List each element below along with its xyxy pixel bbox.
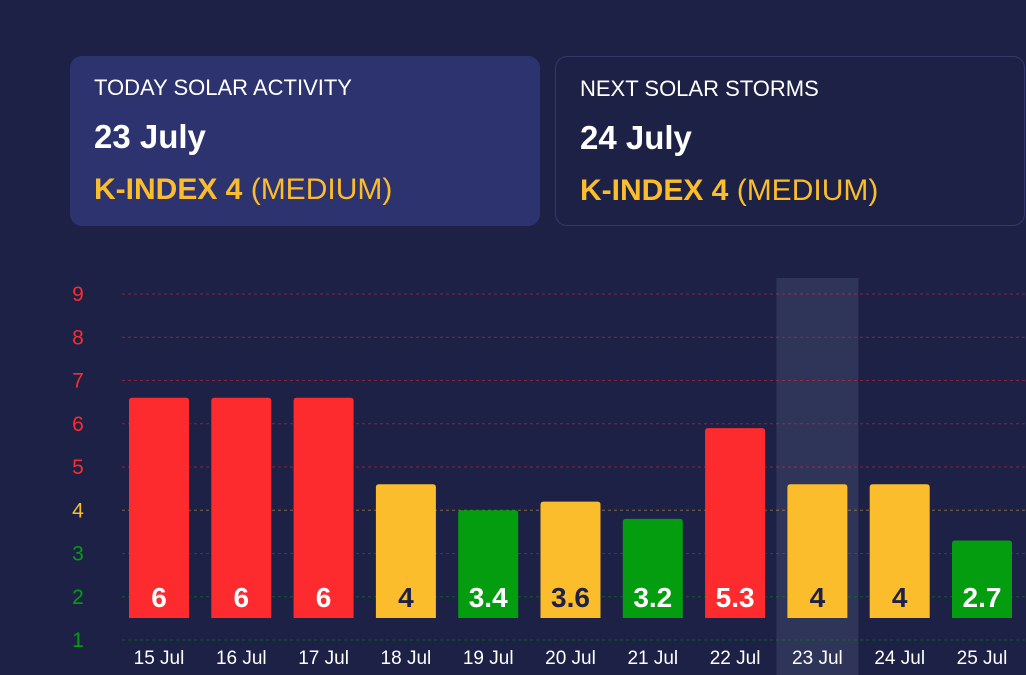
next-kindex-level: (MEDIUM) xyxy=(736,174,879,207)
bar-22-jul xyxy=(705,428,766,618)
bar-18-jul xyxy=(375,484,436,618)
today-card-title: TODAY SOLAR ACTIVITY xyxy=(94,75,352,100)
x-tick-label: 18 Jul xyxy=(381,648,432,669)
y-tick-label: 9 xyxy=(72,283,84,306)
x-tick-label: 19 Jul xyxy=(463,648,514,669)
bar-value-label: 3.4 xyxy=(469,582,508,613)
x-tick-label: 20 Jul xyxy=(545,648,596,669)
bar-value-label: 4 xyxy=(810,582,826,613)
today-activity-card: TODAY SOLAR ACTIVITY 23 July K-INDEX 4 (… xyxy=(70,56,540,226)
bar-21-jul xyxy=(622,518,683,618)
x-tick-label: 21 Jul xyxy=(627,648,678,669)
x-tick-label: 23 Jul xyxy=(792,648,843,669)
y-tick-label: 6 xyxy=(72,413,84,436)
x-tick-label: 17 Jul xyxy=(298,648,349,669)
bar-value-label: 4 xyxy=(398,582,414,613)
today-kindex-level: (MEDIUM) xyxy=(250,173,393,206)
today-date: 23 July xyxy=(94,118,206,155)
x-tick-label: 16 Jul xyxy=(216,648,267,669)
y-tick-label: 2 xyxy=(72,586,84,609)
bar-value-label: 6 xyxy=(234,582,250,613)
bar-24-jul xyxy=(869,484,930,618)
bar-value-label: 3.2 xyxy=(633,582,672,613)
y-tick-label: 5 xyxy=(72,456,84,479)
y-tick-label: 7 xyxy=(72,370,84,393)
bar-23-jul xyxy=(787,484,848,618)
y-tick-label: 3 xyxy=(72,543,84,566)
next-kindex-value: K-INDEX 4 xyxy=(580,174,729,207)
bar-value-label: 2.7 xyxy=(963,582,1002,613)
bar-19-jul xyxy=(458,510,519,618)
bar-value-label: 6 xyxy=(316,582,332,613)
bar-16-jul xyxy=(211,397,272,618)
y-tick-label: 1 xyxy=(72,629,84,652)
today-kindex-value: K-INDEX 4 xyxy=(94,173,243,206)
next-kindex-line: K-INDEX 4 (MEDIUM) xyxy=(580,172,1000,210)
today-kindex-line: K-INDEX 4 (MEDIUM) xyxy=(94,171,516,209)
x-tick-label: 22 Jul xyxy=(710,648,761,669)
bar-value-label: 3.6 xyxy=(551,582,590,613)
x-tick-label: 15 Jul xyxy=(134,648,185,669)
x-tick-label: 24 Jul xyxy=(874,648,925,669)
next-storms-card: NEXT SOLAR STORMS 24 July K-INDEX 4 (MED… xyxy=(555,56,1025,226)
next-card-title: NEXT SOLAR STORMS xyxy=(580,76,819,101)
bar-17-jul xyxy=(293,397,354,618)
next-date: 24 July xyxy=(580,119,692,156)
y-tick-label: 8 xyxy=(72,326,84,349)
x-tick-label: 25 Jul xyxy=(957,648,1008,669)
bar-value-label: 5.3 xyxy=(716,582,755,613)
y-tick-label: 4 xyxy=(72,499,84,522)
bar-value-label: 6 xyxy=(151,582,167,613)
bar-15-jul xyxy=(129,397,189,618)
bar-value-label: 4 xyxy=(892,582,908,613)
bar-25-jul xyxy=(952,540,1012,618)
bar-20-jul xyxy=(540,501,601,618)
